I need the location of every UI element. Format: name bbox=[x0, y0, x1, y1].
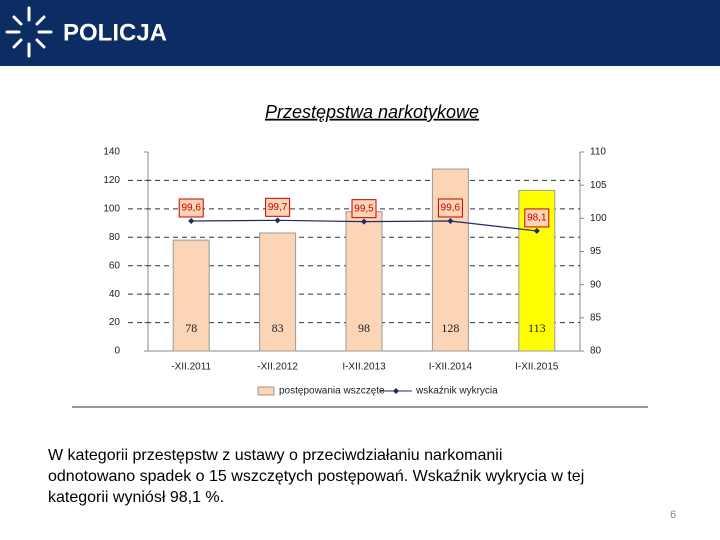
y2-tick-label: 90 bbox=[590, 279, 602, 290]
chart-title: Przestępstwa narkotykowe bbox=[265, 102, 479, 122]
line-marker bbox=[361, 218, 367, 225]
x-tick-label: I-XII.2014 bbox=[429, 362, 473, 373]
legend-swatch bbox=[257, 386, 275, 396]
value-label: 99,5 bbox=[354, 203, 374, 214]
y2-tick-label: 110 bbox=[590, 147, 606, 158]
x-tick-label: I-XII.2015 bbox=[515, 362, 559, 373]
y2-tick-label: 105 bbox=[590, 180, 607, 191]
value-label-box bbox=[351, 199, 377, 219]
value-label-box bbox=[178, 198, 204, 218]
brand: POLICJA bbox=[63, 19, 167, 46]
y-tick-label: 40 bbox=[109, 289, 121, 300]
bar bbox=[345, 211, 383, 352]
value-label-box bbox=[437, 198, 463, 218]
legend-label: postępowania wszczęte bbox=[279, 386, 385, 397]
y-tick-label: 20 bbox=[109, 317, 121, 328]
bar bbox=[172, 239, 210, 352]
value-label-box bbox=[265, 197, 291, 217]
bar-label: 128 bbox=[441, 321, 459, 335]
legend-marker bbox=[393, 388, 399, 394]
line-marker bbox=[274, 217, 281, 224]
y-tick-label: 140 bbox=[103, 147, 120, 158]
value-label: 99,7 bbox=[268, 202, 288, 213]
value-label: 99,6 bbox=[181, 203, 201, 214]
header-bar bbox=[0, 0, 720, 66]
y-tick-label: 120 bbox=[103, 175, 120, 186]
value-label: 98,1 bbox=[527, 213, 547, 224]
bar-label: 98 bbox=[358, 321, 370, 335]
y2-tick-label: 100 bbox=[590, 213, 607, 224]
x-tick-label: -XII.2012 bbox=[257, 362, 298, 373]
y-tick-label: 100 bbox=[103, 203, 120, 214]
x-tick-label: I-XII.2013 bbox=[342, 362, 386, 373]
bar-label: 113 bbox=[528, 321, 546, 335]
x-tick-label: -XII.2011 bbox=[171, 362, 211, 373]
body-text: kategorii wyniósł 98,1 %. bbox=[48, 489, 224, 506]
value-label: 99,6 bbox=[441, 203, 461, 214]
body-text: W kategorii przestępstw z ustawy o przec… bbox=[48, 447, 502, 464]
value-label-box bbox=[524, 208, 550, 228]
bar-label: 83 bbox=[272, 321, 284, 335]
logo bbox=[5, 6, 53, 58]
line-marker bbox=[447, 217, 454, 224]
bar-label: 78 bbox=[185, 321, 197, 335]
y2-tick-label: 95 bbox=[590, 246, 602, 257]
line-marker bbox=[533, 227, 540, 234]
body-text: odnotowano spadek o 15 wszczętych postęp… bbox=[48, 468, 584, 485]
y-tick-label: 60 bbox=[109, 260, 121, 271]
y-tick-label: 0 bbox=[114, 346, 120, 357]
legend-label: wskaźnik wykrycia bbox=[415, 386, 498, 397]
y2-tick-label: 80 bbox=[590, 346, 602, 357]
bar bbox=[259, 232, 297, 352]
line-marker bbox=[188, 217, 195, 224]
y-tick-label: 80 bbox=[109, 232, 121, 243]
y2-tick-label: 85 bbox=[590, 312, 602, 323]
page-number: 6 bbox=[670, 509, 676, 521]
